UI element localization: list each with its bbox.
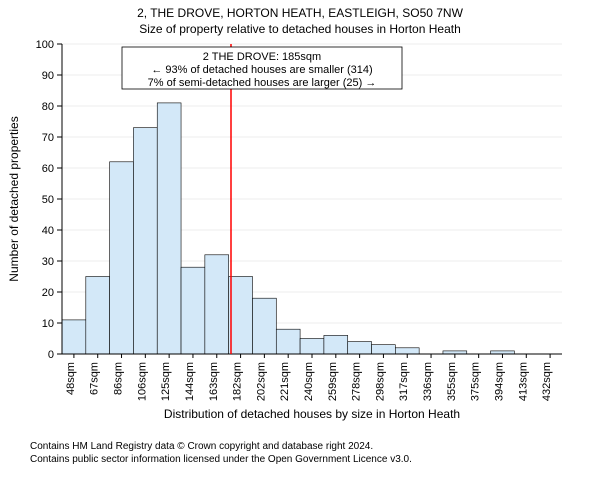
svg-text:90: 90 xyxy=(42,70,54,82)
svg-text:60: 60 xyxy=(42,163,54,175)
svg-text:259sqm: 259sqm xyxy=(327,362,339,401)
svg-text:30: 30 xyxy=(42,256,54,268)
svg-text:432sqm: 432sqm xyxy=(541,362,553,401)
svg-text:355sqm: 355sqm xyxy=(446,362,458,401)
svg-text:100: 100 xyxy=(36,39,54,51)
svg-text:10: 10 xyxy=(42,318,54,330)
svg-text:86sqm: 86sqm xyxy=(113,362,125,395)
svg-text:50: 50 xyxy=(42,194,54,206)
svg-text:240sqm: 240sqm xyxy=(303,362,315,401)
svg-text:144sqm: 144sqm xyxy=(184,362,196,401)
chart-titles: 2, THE DROVE, HORTON HEATH, EASTLEIGH, S… xyxy=(0,0,600,36)
svg-text:40: 40 xyxy=(42,225,54,237)
svg-text:317sqm: 317sqm xyxy=(398,362,410,401)
svg-text:Number of detached properties: Number of detached properties xyxy=(7,116,21,281)
title-subtitle: Size of property relative to detached ho… xyxy=(0,22,600,36)
svg-text:20: 20 xyxy=(42,287,54,299)
title-address: 2, THE DROVE, HORTON HEATH, EASTLEIGH, S… xyxy=(0,6,600,20)
histogram-svg: 0 10 20 30 40 50 60 70 80 90 100 48sqm 67sqm 86sqm 106… xyxy=(0,36,600,436)
svg-text:← 93% of detached houses are s: ← 93% of detached houses are smaller (31… xyxy=(151,64,372,76)
svg-text:336sqm: 336sqm xyxy=(422,362,434,401)
footer-line-1: Contains HM Land Registry data © Crown c… xyxy=(30,440,590,453)
svg-text:221sqm: 221sqm xyxy=(279,362,291,401)
svg-text:106sqm: 106sqm xyxy=(136,362,148,401)
svg-text:163sqm: 163sqm xyxy=(208,362,220,401)
svg-text:413sqm: 413sqm xyxy=(517,362,529,401)
svg-text:67sqm: 67sqm xyxy=(89,362,101,395)
svg-text:182sqm: 182sqm xyxy=(232,362,244,401)
footer-line-2: Contains public sector information licen… xyxy=(30,453,590,466)
svg-text:48sqm: 48sqm xyxy=(65,362,77,395)
svg-text:125sqm: 125sqm xyxy=(160,362,172,401)
svg-text:394sqm: 394sqm xyxy=(493,362,505,401)
footer-attribution: Contains HM Land Registry data © Crown c… xyxy=(0,436,600,466)
svg-text:Distribution of detached house: Distribution of detached houses by size … xyxy=(164,407,460,421)
svg-text:278sqm: 278sqm xyxy=(351,362,363,401)
svg-text:375sqm: 375sqm xyxy=(470,362,482,401)
svg-text:0: 0 xyxy=(48,349,54,361)
svg-text:80: 80 xyxy=(42,101,54,113)
chart-area: 0 10 20 30 40 50 60 70 80 90 100 48sqm 67sqm 86sqm 106… xyxy=(0,36,600,436)
svg-text:202sqm: 202sqm xyxy=(255,362,267,401)
svg-text:70: 70 xyxy=(42,132,54,144)
svg-text:298sqm: 298sqm xyxy=(374,362,386,401)
svg-text:2 THE DROVE: 185sqm: 2 THE DROVE: 185sqm xyxy=(203,51,321,63)
svg-text:7% of semi-detached houses are: 7% of semi-detached houses are larger (2… xyxy=(148,77,377,89)
